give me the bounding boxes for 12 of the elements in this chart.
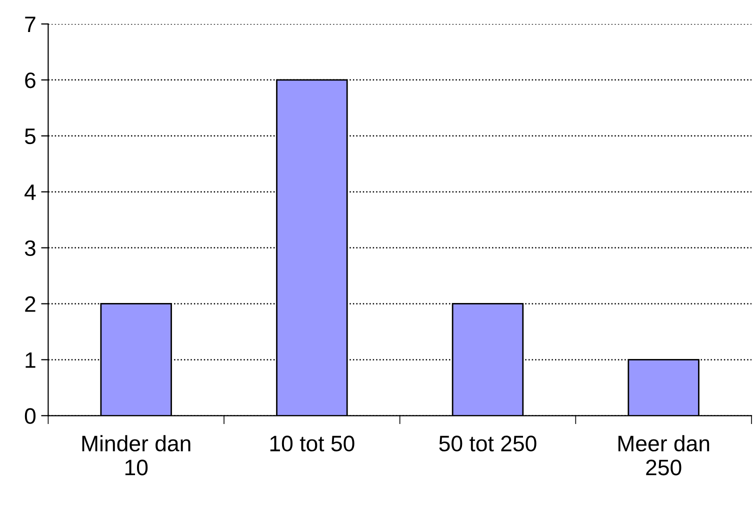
x-tick-label: Minder dan 10 (82, 435, 190, 476)
x-tick-label: Meer dan 250 (618, 435, 710, 476)
y-tick-label: 6 (25, 72, 36, 88)
y-tick-label: 3 (24, 240, 36, 256)
x-tick-label: 10 tot 50 (270, 436, 354, 452)
y-tick-label: 5 (24, 128, 36, 144)
x-tick-label: 50 tot 250 (439, 436, 536, 452)
y-tick-label: 2 (25, 296, 36, 312)
y-tick-label: 4 (24, 184, 36, 200)
y-tick-label: 1 (26, 352, 36, 368)
y-tick-label: 0 (24, 408, 36, 424)
y-tick-label: 7 (25, 16, 36, 32)
